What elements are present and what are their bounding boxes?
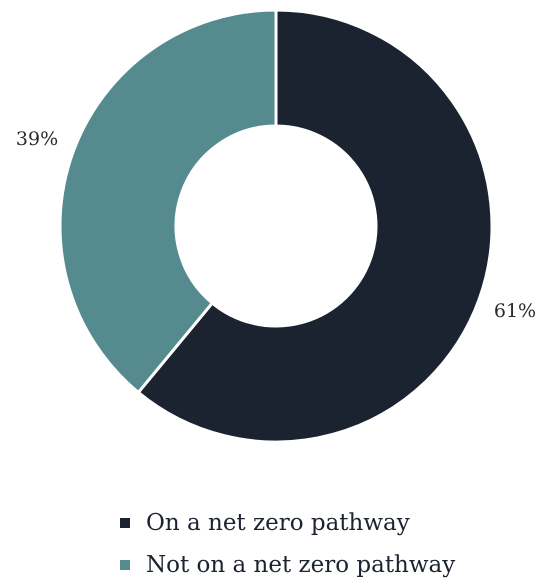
legend-label-not-on-pathway: Not on a net zero pathway: [146, 552, 456, 578]
donut-slice-not-on-pathway: [58, 8, 278, 395]
donut-chart: 61% 39%: [16, 8, 536, 444]
legend-item-on-pathway: On a net zero pathway: [120, 502, 455, 544]
legend-label-on-pathway: On a net zero pathway: [146, 510, 410, 536]
legend-item-not-on-pathway: Not on a net zero pathway: [120, 544, 455, 586]
chart-legend: On a net zero pathway Not on a net zero …: [120, 502, 455, 586]
data-label-on-pathway: 61%: [494, 300, 536, 322]
data-label-not-on-pathway: 39%: [16, 128, 58, 150]
legend-swatch-not-on-pathway: [120, 560, 130, 570]
donut-slices: [58, 8, 494, 444]
donut-data-labels: 61% 39%: [16, 128, 536, 322]
donut-slice-on-pathway: [136, 8, 494, 444]
legend-swatch-on-pathway: [120, 518, 130, 528]
